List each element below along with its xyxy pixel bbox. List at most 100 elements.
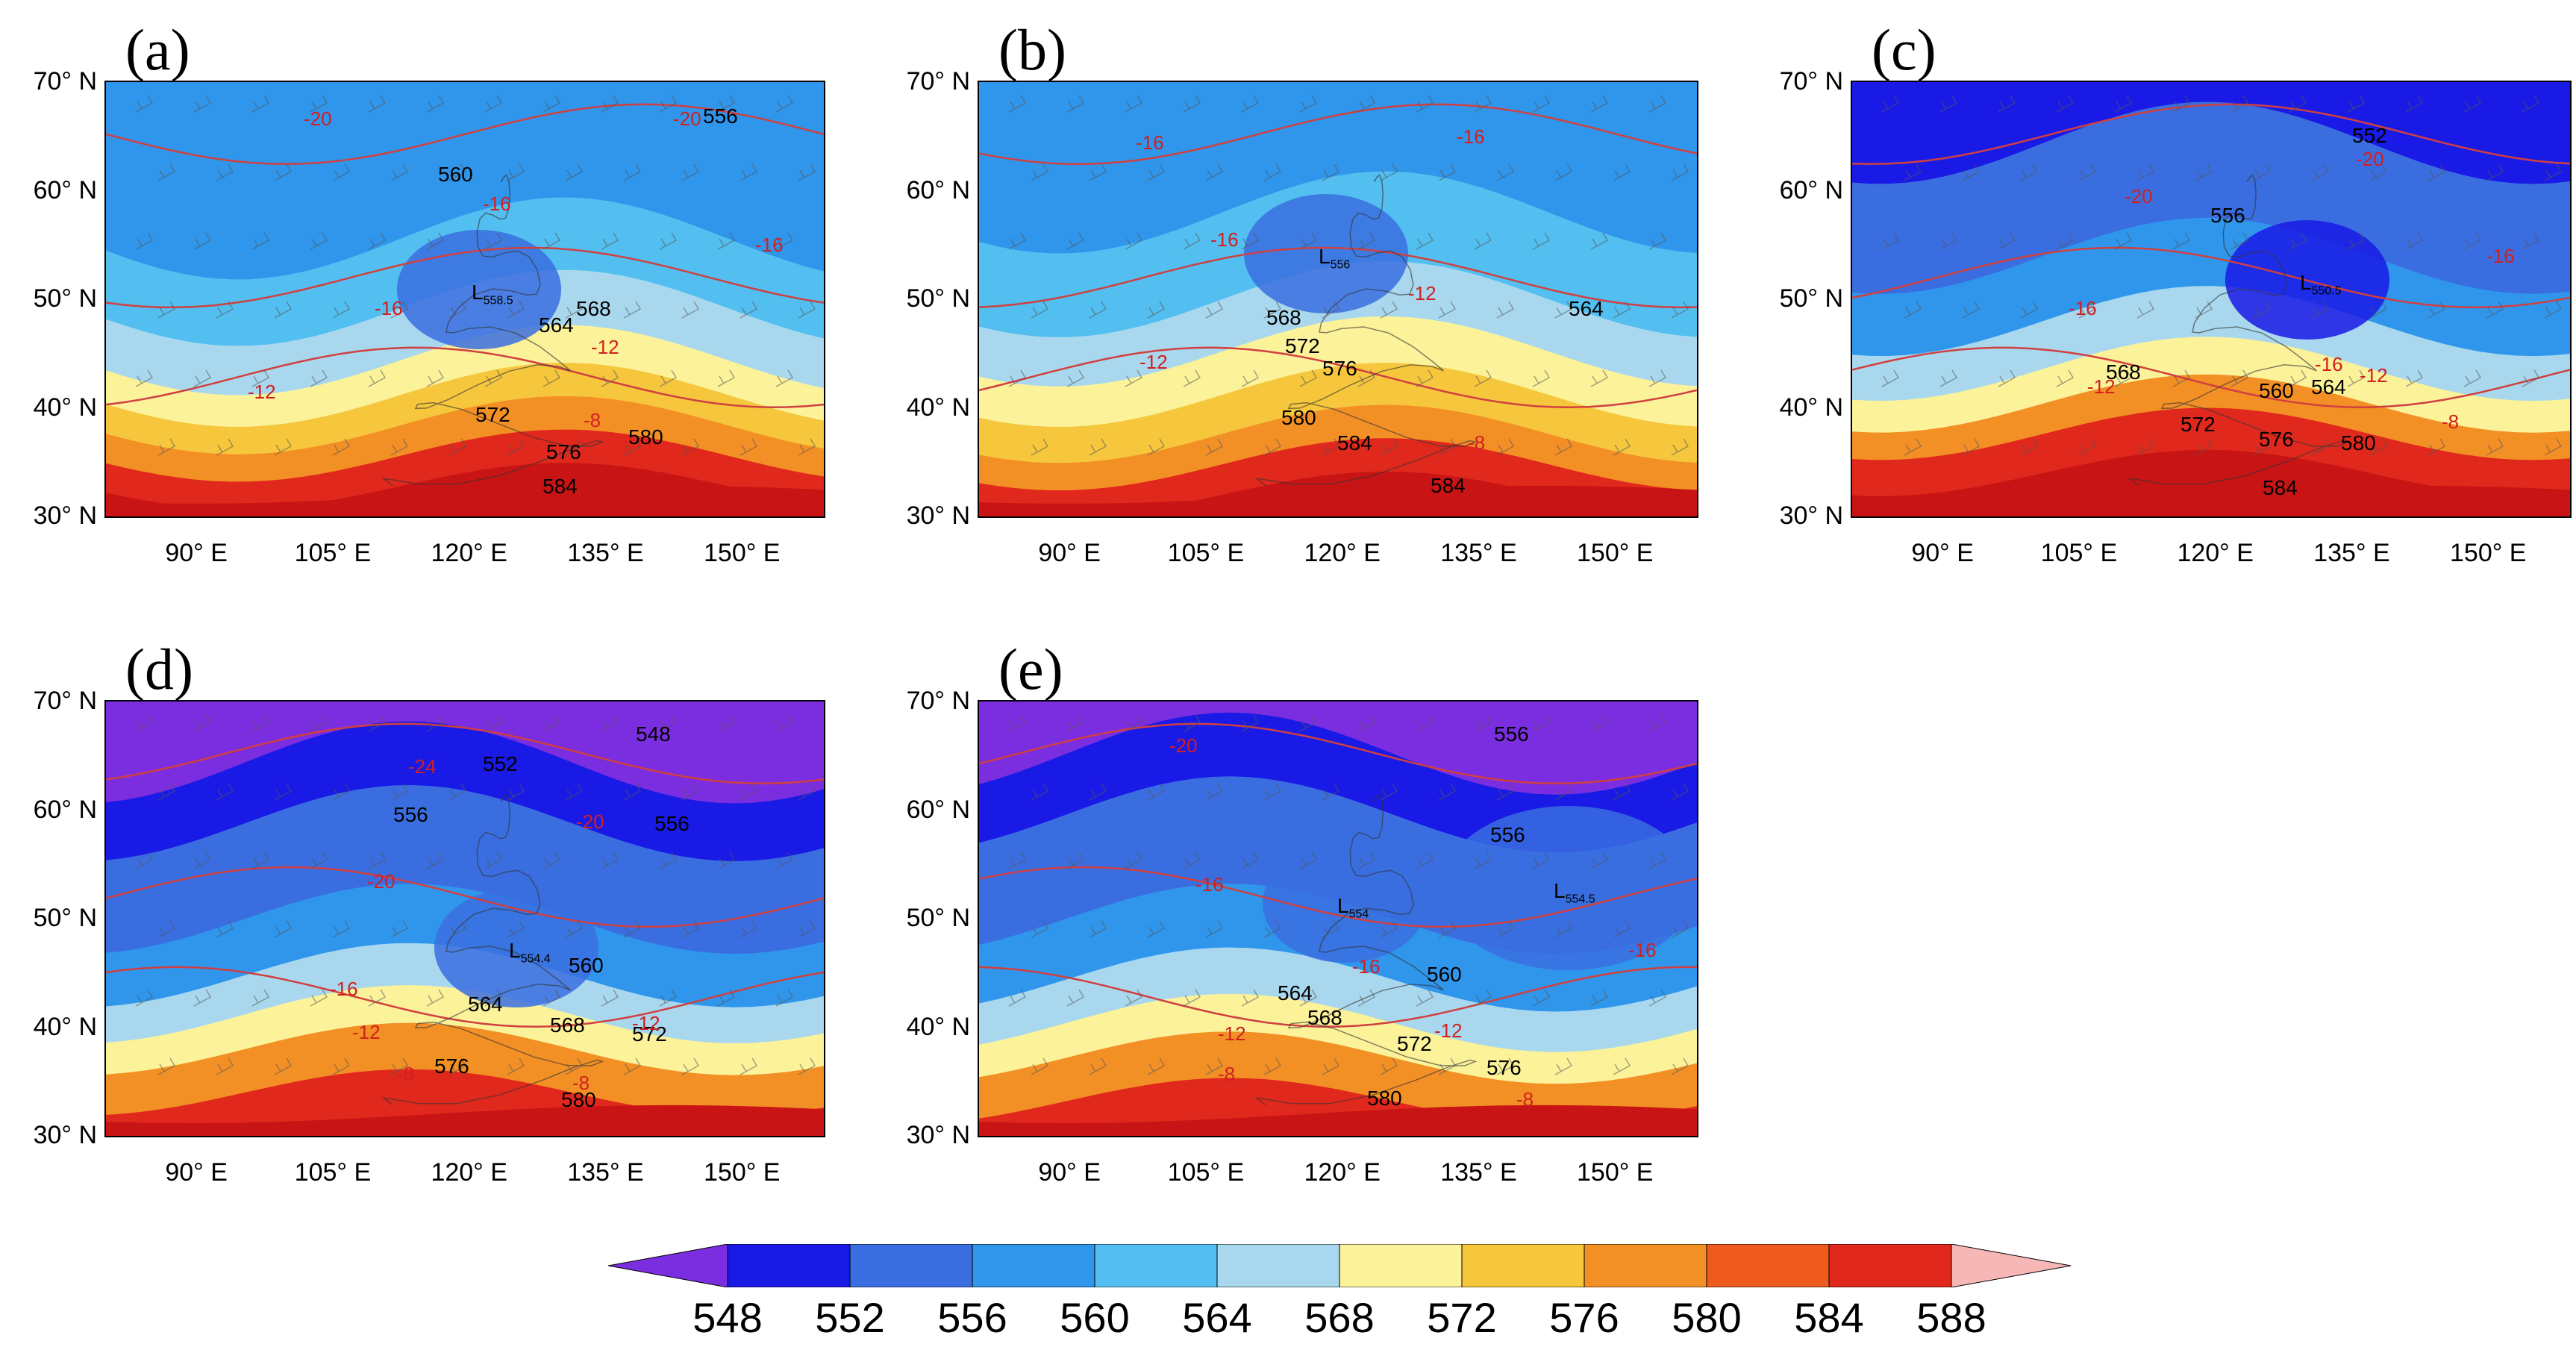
wind-barb	[1241, 369, 1259, 387]
wind-barb	[1322, 783, 1339, 801]
wind-barb	[1125, 232, 1142, 250]
wind-barb	[1416, 989, 1434, 1007]
colorbar-tick: 580	[1672, 1294, 1742, 1341]
wind-barb	[274, 783, 292, 801]
contour-label: 572	[1397, 1032, 1432, 1055]
height-band	[106, 1105, 824, 1136]
contour-label: 572	[2180, 413, 2216, 436]
wind-barb	[740, 163, 757, 181]
contour-label: 552	[2352, 124, 2387, 147]
wind-barb	[1613, 920, 1631, 938]
wind-barb	[2136, 438, 2154, 456]
latitude-tick: 40° N	[1779, 393, 1843, 422]
contour-label: 552	[483, 752, 518, 775]
temperature-label: -12	[352, 1021, 381, 1043]
latitude-tick: 40° N	[906, 1012, 970, 1041]
wind-barb	[717, 852, 735, 869]
longitude-tick: 135° E	[1440, 539, 1517, 567]
latitude-tick: 40° N	[906, 393, 970, 422]
colorbar-max-arrow	[1951, 1243, 2072, 1288]
wind-barb	[1904, 163, 1922, 181]
temperature-line	[1852, 346, 2570, 408]
colorbar-tick: 556	[937, 1294, 1007, 1341]
wind-barb	[601, 852, 619, 869]
height-band	[979, 1078, 1697, 1136]
wind-barb	[1590, 852, 1608, 869]
wind-barb	[1532, 852, 1550, 869]
wind-barb	[1357, 369, 1375, 387]
wind-barb	[157, 163, 175, 181]
colorbar-bin	[727, 1243, 851, 1288]
wind-barb	[1496, 783, 1514, 801]
temperature-label: -16	[1210, 228, 1239, 251]
latitude-tick: 70° N	[906, 67, 970, 96]
wind-barb	[1474, 852, 1492, 869]
latitude-tick: 40° N	[33, 393, 97, 422]
panel-label: (a)	[125, 17, 190, 82]
wind-barb	[484, 852, 502, 869]
wind-barb	[2020, 301, 2038, 319]
temperature-label: -12	[1408, 282, 1437, 304]
coastline	[381, 793, 604, 1106]
wind-barb	[2136, 163, 2154, 181]
wind-barb	[775, 232, 793, 250]
wind-barb	[1031, 163, 1048, 181]
wind-barb	[2078, 438, 2096, 456]
temperature-line	[979, 966, 1697, 1028]
wind-barb	[2486, 163, 2504, 181]
contour-label: 576	[2259, 428, 2294, 451]
latitude-tick: 70° N	[33, 67, 97, 96]
wind-barb	[2114, 369, 2132, 387]
contour-label: 580	[1367, 1087, 1402, 1110]
wind-barb	[740, 783, 757, 801]
wind-barb	[1263, 920, 1281, 938]
wind-barb	[507, 783, 525, 801]
colorbar-bin	[849, 1243, 973, 1288]
wind-barb	[310, 989, 328, 1007]
wind-barb	[2544, 301, 2562, 319]
wind-barb	[1089, 163, 1107, 181]
wind-barb	[368, 95, 386, 113]
longitude-tick: 90° E	[165, 1158, 228, 1187]
map-frame: 564 568 572 576 580 584 584 -16 -16 -16 -12 -12 -8 L5…	[978, 81, 1698, 518]
wind-barb	[717, 989, 735, 1007]
wind-barb	[448, 920, 466, 938]
wind-barb	[740, 920, 757, 938]
temperature-label: -12	[1434, 1019, 1463, 1042]
temperature-line	[979, 103, 1697, 165]
latitude-tick: 60° N	[906, 175, 970, 204]
wind-barb	[1147, 438, 1165, 456]
wind-barb	[448, 783, 466, 801]
wind-barb	[2347, 232, 2365, 250]
wind-barb	[1299, 369, 1317, 387]
wind-barb	[2544, 438, 2562, 456]
temperature-label: -16	[1628, 939, 1657, 961]
contour-label: 564	[2311, 375, 2346, 399]
wind-barb	[507, 163, 525, 181]
longitude-tick: 105° E	[1167, 539, 1245, 567]
wind-barb	[2463, 232, 2481, 250]
low-center-label: L554.4	[509, 940, 551, 966]
wind-barb	[1671, 163, 1689, 181]
longitude-tick: 120° E	[2177, 539, 2254, 567]
colorbar-bin	[1828, 1243, 1952, 1288]
wind-barb	[390, 438, 408, 456]
latitude-tick: 40° N	[33, 1012, 97, 1041]
longitude-tick: 105° E	[2040, 539, 2118, 567]
wind-barb	[274, 1057, 292, 1075]
wind-barb	[1066, 369, 1084, 387]
wind-barb	[1357, 989, 1375, 1007]
wind-barb	[2369, 163, 2387, 181]
colorbar-tick: 552	[815, 1294, 885, 1341]
wind-barb	[1357, 95, 1375, 113]
wind-barb	[484, 714, 502, 732]
latitude-tick: 60° N	[1779, 175, 1843, 204]
wind-barb	[1089, 783, 1107, 801]
contour-label: 576	[1486, 1056, 1522, 1079]
wind-barb	[2486, 438, 2504, 456]
wind-barb	[740, 438, 757, 456]
wind-barb	[659, 95, 677, 113]
colorbar-min-arrow	[607, 1243, 728, 1288]
wind-barb	[157, 438, 175, 456]
height-band	[979, 485, 1697, 516]
